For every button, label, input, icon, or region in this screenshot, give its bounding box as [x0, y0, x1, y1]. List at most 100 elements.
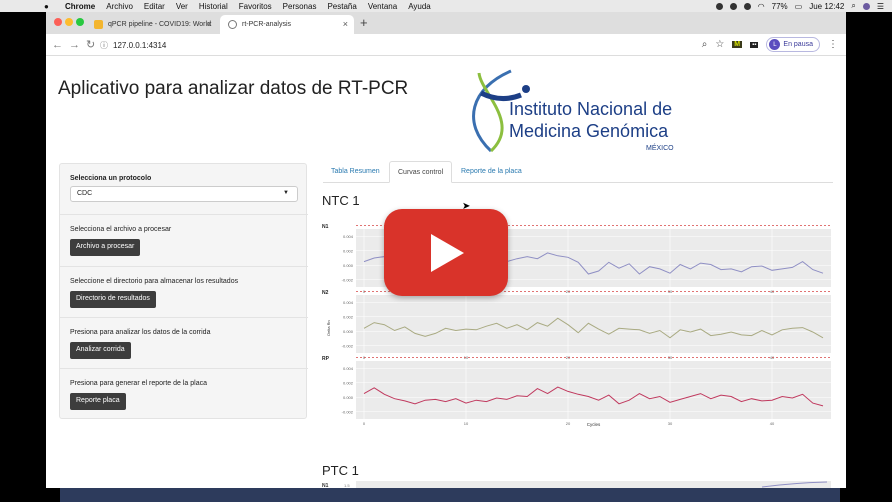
apple-icon[interactable]: ●	[44, 1, 49, 11]
folder-icon	[94, 20, 103, 29]
reload-icon[interactable]: ↻	[86, 39, 102, 51]
y-tick-label: -0.002	[342, 409, 354, 414]
user-avatar[interactable]	[862, 2, 870, 10]
battery-icon[interactable]: ▭	[794, 1, 803, 11]
tab-label: qPCR pipeline - COVID19: World	[108, 21, 211, 28]
menu-personas[interactable]: Personas	[282, 1, 317, 11]
menu-editar[interactable]: Editar	[143, 1, 165, 11]
tab-curvas-control[interactable]: Curvas control	[389, 161, 453, 183]
new-tab-button[interactable]: +	[360, 15, 368, 30]
menu-app-name[interactable]: Chrome	[65, 1, 96, 11]
ptc-curve	[761, 481, 828, 488]
y-tick-label: 0.002	[343, 314, 354, 319]
minimize-window-button[interactable]	[65, 18, 73, 26]
y-tick-label: 0.000	[343, 329, 354, 334]
status-area: ◠ 77% ▭ Jue 12:42 ⌕ ☰	[715, 0, 884, 12]
control-center-icon[interactable]: ☰	[876, 1, 884, 11]
x-tick-label: 30	[668, 355, 673, 360]
y-tick-label: 0.002	[343, 380, 354, 385]
panel-label: RP	[322, 356, 330, 362]
y-tick-label: -0.002	[342, 343, 354, 348]
url-field[interactable]: ⓘ 127.0.0.1:4314	[100, 37, 680, 53]
x-tick-label: 10	[464, 421, 469, 426]
nav-buttons: ←→↻	[52, 38, 101, 51]
ptc-y-tick: 1.5	[344, 483, 350, 488]
dir-button[interactable]: Directorio de resultados	[70, 291, 156, 308]
close-window-button[interactable]	[54, 18, 62, 26]
inmegen-logo: Instituto Nacional de Medicina Genómica …	[472, 69, 674, 153]
menu-archivo[interactable]: Archivo	[106, 1, 133, 11]
report-button[interactable]: Reporte placa	[70, 393, 126, 410]
divider	[60, 266, 308, 267]
browser-tab-rt-pcr-analysis[interactable]: rt-PCR-analysis ×	[220, 15, 354, 34]
series-line-n2	[363, 317, 824, 339]
protocol-select[interactable]: CDC ▼	[70, 186, 298, 202]
wifi-icon[interactable]: ◠	[757, 1, 765, 11]
menu-favoritos[interactable]: Favoritos	[238, 1, 272, 11]
y-tick-label: 0.004	[343, 366, 354, 371]
profile-status: En pausa	[783, 41, 813, 48]
file-button[interactable]: Archivo a procesar	[70, 239, 141, 256]
menu-ver[interactable]: Ver	[175, 1, 188, 11]
status-app2-icon[interactable]	[743, 2, 751, 10]
x-tick-label: 0	[363, 421, 366, 426]
battery-percent: 77%	[771, 1, 788, 11]
more-menu-icon[interactable]: ⋮	[828, 39, 838, 50]
close-tab-icon[interactable]: ×	[206, 19, 212, 29]
x-tick-label: 20	[566, 421, 571, 426]
status-app-icon[interactable]	[715, 2, 723, 10]
y-tick-label: 0.000	[343, 263, 354, 268]
panel-label: N2	[322, 290, 329, 296]
x-tick-label: 30	[668, 289, 673, 294]
logo-line2: Medicina Genómica	[509, 121, 669, 141]
menu-ayuda[interactable]: Ayuda	[408, 1, 431, 11]
x-tick-label: 10	[464, 355, 469, 360]
bookmark-star-icon[interactable]: ☆	[715, 39, 725, 50]
extension-2-icon[interactable]: ▪▪	[750, 41, 759, 48]
chevron-down-icon: ▼	[283, 190, 289, 196]
profile-avatar: L	[769, 39, 781, 50]
browser-window: qPCR pipeline - COVID19: World × rt-PCR-…	[46, 12, 846, 488]
app-title: Aplicativo para analizar datos de RT-PCR	[58, 78, 409, 99]
youtube-play-button[interactable]	[384, 209, 508, 296]
series-line-rp	[363, 386, 824, 407]
maximize-window-button[interactable]	[76, 18, 84, 26]
y-tick-label: -0.002	[342, 277, 354, 282]
extension-icon[interactable]: M	[732, 41, 743, 48]
tab-tabla-resumen[interactable]: Tabla Resumen	[331, 168, 380, 175]
zoom-icon[interactable]: ⌕	[701, 39, 708, 50]
clock[interactable]: Jue 12:42	[809, 1, 845, 11]
site-info-icon[interactable]: ⓘ	[100, 40, 108, 50]
y-axis-label: Delta Rn	[326, 320, 331, 336]
report-label: Presiona para generar el reporte de la p…	[70, 380, 207, 387]
divider	[60, 214, 308, 215]
globe-icon	[228, 20, 237, 29]
logo-country: MÉXICO	[646, 143, 674, 152]
forward-arrow-icon[interactable]: →	[69, 39, 86, 51]
divider	[60, 317, 308, 318]
profile-button[interactable]: L En pausa	[766, 37, 820, 52]
dir-label: Seleccione el directorio para almacenar …	[70, 278, 239, 285]
x-axis-label: Cycles	[587, 422, 601, 427]
status-record-icon[interactable]	[729, 2, 737, 10]
x-tick-label: 30	[668, 421, 673, 426]
tab-label: rt-PCR-analysis	[242, 21, 292, 28]
menu-historial[interactable]: Historial	[198, 1, 228, 11]
tab-reporte-placa[interactable]: Reporte de la placa	[461, 168, 522, 175]
close-tab-icon[interactable]: ×	[342, 19, 348, 29]
url-text: 127.0.0.1:4314	[113, 40, 167, 50]
back-arrow-icon[interactable]: ←	[52, 39, 69, 51]
search-icon[interactable]: ⌕	[851, 1, 856, 10]
panel-tabs: Tabla Resumen Curvas control Reporte de …	[323, 161, 833, 183]
toolbar-icons: ⌕ ☆ M ▪▪ L En pausa ⋮	[702, 37, 838, 52]
ptc-panel-label: N1	[322, 483, 329, 488]
menu-ventana[interactable]: Ventana	[367, 1, 398, 11]
section-title-ntc: NTC 1	[322, 193, 360, 208]
analyze-button[interactable]: Analizar corrida	[70, 342, 131, 359]
menu-pestana[interactable]: Pestaña	[327, 1, 357, 11]
panel-label: N1	[322, 224, 329, 230]
section-title-ptc: PTC 1	[322, 463, 359, 478]
browser-tab-qpcr-pipeline[interactable]: qPCR pipeline - COVID19: World ×	[86, 15, 218, 34]
y-tick-label: 0.002	[343, 248, 354, 253]
